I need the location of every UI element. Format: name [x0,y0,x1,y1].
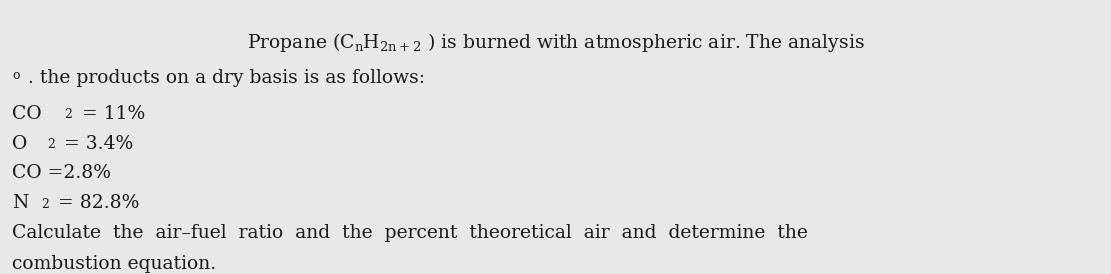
Text: = 11%: = 11% [76,105,144,123]
Text: Propane ($\mathregular{C_nH_{2n+2}}$ ) is burned with atmospheric air. The analy: Propane ($\mathregular{C_nH_{2n+2}}$ ) i… [247,31,864,54]
Text: N: N [12,194,29,212]
Text: 2: 2 [47,138,54,151]
Text: 2: 2 [41,198,49,211]
Text: CO =2.8%: CO =2.8% [12,164,111,182]
Text: = 82.8%: = 82.8% [52,194,140,212]
Text: = 3.4%: = 3.4% [58,135,133,153]
Text: Calculate  the  air–fuel  ratio  and  the  percent  theoretical  air  and  deter: Calculate the air–fuel ratio and the per… [12,224,809,242]
Text: combustion equation.: combustion equation. [12,255,217,273]
Text: 2: 2 [64,109,72,121]
Text: CO: CO [12,105,42,123]
Text: o: o [12,68,20,82]
Text: . the products on a dry basis is as follows:: . the products on a dry basis is as foll… [28,68,426,87]
Text: O: O [12,135,28,153]
